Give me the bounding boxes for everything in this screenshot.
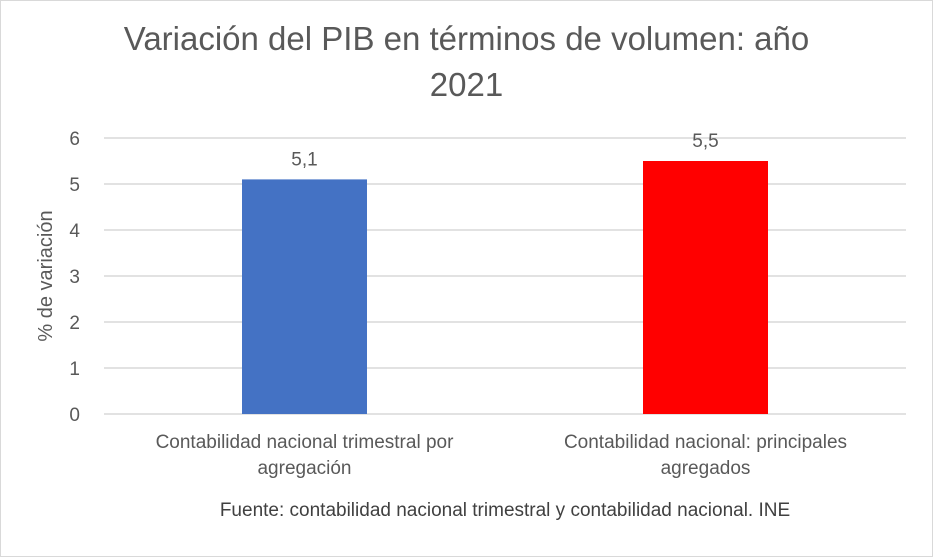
y-tick-label: 6 (69, 129, 80, 150)
y-tick-label: 2 (69, 313, 80, 334)
chart-title-line-1: Variación del PIB en términos de volumen… (123, 20, 810, 57)
x-category-label: Contabilidad nacional trimestral por (156, 432, 454, 453)
y-tick-label: 4 (69, 221, 80, 242)
y-tick-label: 3 (69, 267, 80, 288)
x-category-label: Contabilidad nacional: principales (564, 432, 847, 453)
bar (643, 161, 768, 414)
data-label: 5,5 (692, 131, 718, 152)
y-tick-label: 1 (69, 359, 80, 380)
x-category-label: agregados (661, 458, 751, 479)
data-label: 5,1 (291, 149, 317, 170)
x-category-label: agregación (257, 458, 351, 479)
chart-title-line-2: 2021 (429, 66, 504, 103)
bar (242, 179, 367, 414)
y-axis-label: % de variación (35, 210, 57, 341)
y-tick-label: 5 (69, 175, 80, 196)
y-tick-label: 0 (69, 405, 80, 426)
source-footnote: Fuente: contabilidad nacional trimestral… (219, 500, 791, 521)
